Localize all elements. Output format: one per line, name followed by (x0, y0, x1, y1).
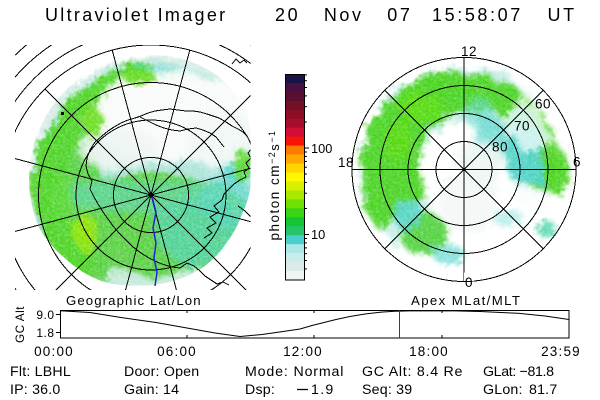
svg-text:12: 12 (461, 44, 477, 59)
svg-text:Mode: Normal: Mode: Normal (245, 364, 344, 380)
svg-text:Dsp:: Dsp: (245, 382, 275, 398)
svg-text:IP: 36.0: IP: 36.0 (10, 382, 61, 398)
svg-text:GC Alt: 8.4 Re: GC Alt: 8.4 Re (362, 364, 463, 380)
svg-text:10: 10 (311, 227, 325, 242)
svg-text:Gain: 14: Gain: 14 (124, 382, 179, 398)
svg-text:12:00: 12:00 (283, 344, 323, 359)
svg-text:GLat: −81.8: GLat: −81.8 (483, 364, 554, 380)
svg-text:Seq: 39: Seq: 39 (362, 382, 412, 398)
svg-text:Flt: LBHL: Flt: LBHL (10, 364, 71, 380)
svg-text:06:00: 06:00 (157, 344, 197, 359)
svg-text:Apex MLat/MLT: Apex MLat/MLT (411, 293, 521, 308)
svg-text:18:00: 18:00 (409, 344, 449, 359)
svg-text:20 Nov 07: 20 Nov 07 (275, 5, 412, 25)
svg-text:GC Alt: GC Alt (13, 306, 27, 343)
svg-text:1.8: 1.8 (36, 326, 54, 340)
svg-text:23:59: 23:59 (541, 344, 581, 359)
svg-text:6: 6 (573, 155, 581, 170)
svg-text:80: 80 (492, 140, 508, 155)
svg-text:18: 18 (338, 155, 354, 170)
svg-text:0: 0 (465, 275, 473, 290)
svg-text:photon cm−2s−1: photon cm−2s−1 (267, 129, 282, 240)
svg-text:9.0: 9.0 (36, 308, 54, 322)
svg-text:GLon:: GLon: (483, 382, 523, 398)
svg-text:15:58:07 UT: 15:58:07 UT (432, 5, 577, 25)
svg-text:Geographic Lat/Lon: Geographic Lat/Lon (66, 293, 202, 308)
svg-text:Ultraviolet Imager: Ultraviolet Imager (45, 5, 227, 25)
svg-text:81.7: 81.7 (529, 382, 557, 398)
svg-text:70: 70 (514, 119, 530, 134)
svg-text:Door: Open: Door: Open (124, 364, 199, 380)
svg-text:60: 60 (535, 97, 551, 112)
svg-text:00:00: 00:00 (34, 344, 74, 359)
svg-text:1.9: 1.9 (311, 382, 335, 398)
svg-text:100: 100 (311, 141, 332, 156)
